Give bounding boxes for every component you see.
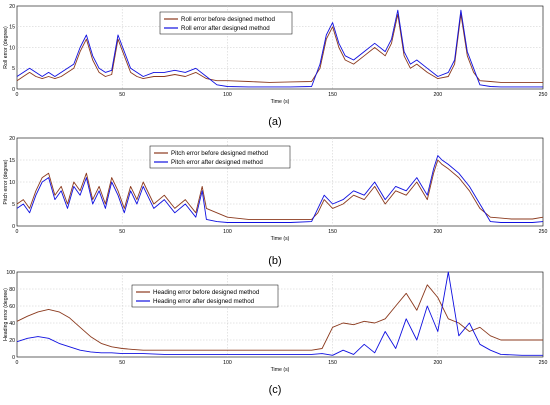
x-tick-label: 250 xyxy=(539,92,548,98)
y-axis-label: Heading error (degree) xyxy=(3,288,9,341)
x-tick-label: 100 xyxy=(223,229,232,235)
x-tick-label: 250 xyxy=(539,229,548,235)
series-line-1 xyxy=(16,159,544,220)
series-line-2 xyxy=(16,271,543,356)
y-tick-label: 15 xyxy=(9,25,15,31)
y-tick-label: 5 xyxy=(12,66,15,72)
chart-panel-3: 0 50 100 150 200 250 0 20 40 60 80 100 Time (s) Headi… xyxy=(3,270,547,396)
x-axis-label: Time (s) xyxy=(271,99,290,105)
legend: Roll error before designed method Roll er… xyxy=(159,11,293,35)
y-tick-label: 15 xyxy=(9,158,15,164)
y-tick-label: 100 xyxy=(6,270,15,276)
chart-panel-1: 0 50 100 150 200 250 0 5 10 15 20 Time (s) Roll erro… xyxy=(3,4,547,128)
y-tick-label: 60 xyxy=(9,304,15,310)
legend-box xyxy=(149,145,291,169)
x-tick-label: 50 xyxy=(119,229,125,235)
panel-label: (c) xyxy=(269,384,282,396)
chart-panel-2: 0 50 100 150 200 250 0 5 10 15 20 Time (s) Pitch err… xyxy=(3,136,547,267)
y-tick-label: 0 xyxy=(12,87,15,93)
y-tick-label: 10 xyxy=(9,45,15,51)
series-line-2 xyxy=(16,155,544,223)
x-tick-label: 150 xyxy=(328,229,337,235)
y-tick-label: 20 xyxy=(9,4,15,10)
series-line-1 xyxy=(16,13,543,83)
x-axis-label: Time (s) xyxy=(271,367,290,373)
legend-box xyxy=(131,284,279,308)
y-axis-label: Pitch error (degree) xyxy=(3,159,9,204)
panel-label: (b) xyxy=(268,255,281,267)
legend-entry-2: Roll error after designed method xyxy=(181,25,270,32)
x-tick-label: 100 xyxy=(223,360,232,366)
y-tick-label: 10 xyxy=(9,180,15,186)
y-tick-label: 0 xyxy=(12,224,15,230)
x-axis-label: Time (s) xyxy=(271,236,290,242)
legend: Pitch error before designed method Pitch … xyxy=(149,145,291,169)
x-tick-label: 0 xyxy=(16,360,19,366)
x-tick-label: 0 xyxy=(16,229,19,235)
x-tick-label: 200 xyxy=(433,229,442,235)
legend: Heading error before designed method Head… xyxy=(131,284,279,308)
plot-area xyxy=(16,271,544,358)
y-tick-label: 40 xyxy=(9,321,15,327)
x-tick-label: 200 xyxy=(433,360,442,366)
x-tick-label: 250 xyxy=(539,360,548,366)
y-tick-label: 20 xyxy=(9,136,15,142)
x-tick-label: 200 xyxy=(433,92,442,98)
y-tick-label: 5 xyxy=(12,202,15,208)
y-axis-label: Roll error (degree) xyxy=(3,26,9,69)
x-tick-label: 0 xyxy=(16,92,19,98)
x-tick-label: 50 xyxy=(119,360,125,366)
panel-label: (a) xyxy=(268,116,281,128)
series-line-1 xyxy=(16,284,543,351)
x-tick-label: 50 xyxy=(119,92,125,98)
series-line-2 xyxy=(16,9,543,88)
legend-entry-1: Heading error before designed method xyxy=(153,289,260,296)
x-tick-label: 150 xyxy=(328,360,337,366)
y-tick-label: 0 xyxy=(12,355,15,361)
x-tick-label: 100 xyxy=(223,92,232,98)
y-tick-label: 80 xyxy=(9,287,15,293)
x-tick-label: 150 xyxy=(328,92,337,98)
legend-entry-1: Pitch error before designed method xyxy=(171,150,269,157)
legend-entry-1: Roll error before designed method xyxy=(181,16,275,23)
legend-box xyxy=(159,11,293,35)
legend-entry-2: Pitch error after designed method xyxy=(171,159,263,166)
legend-entry-2: Heading error after designed method xyxy=(153,298,255,305)
y-tick-label: 20 xyxy=(9,338,15,344)
